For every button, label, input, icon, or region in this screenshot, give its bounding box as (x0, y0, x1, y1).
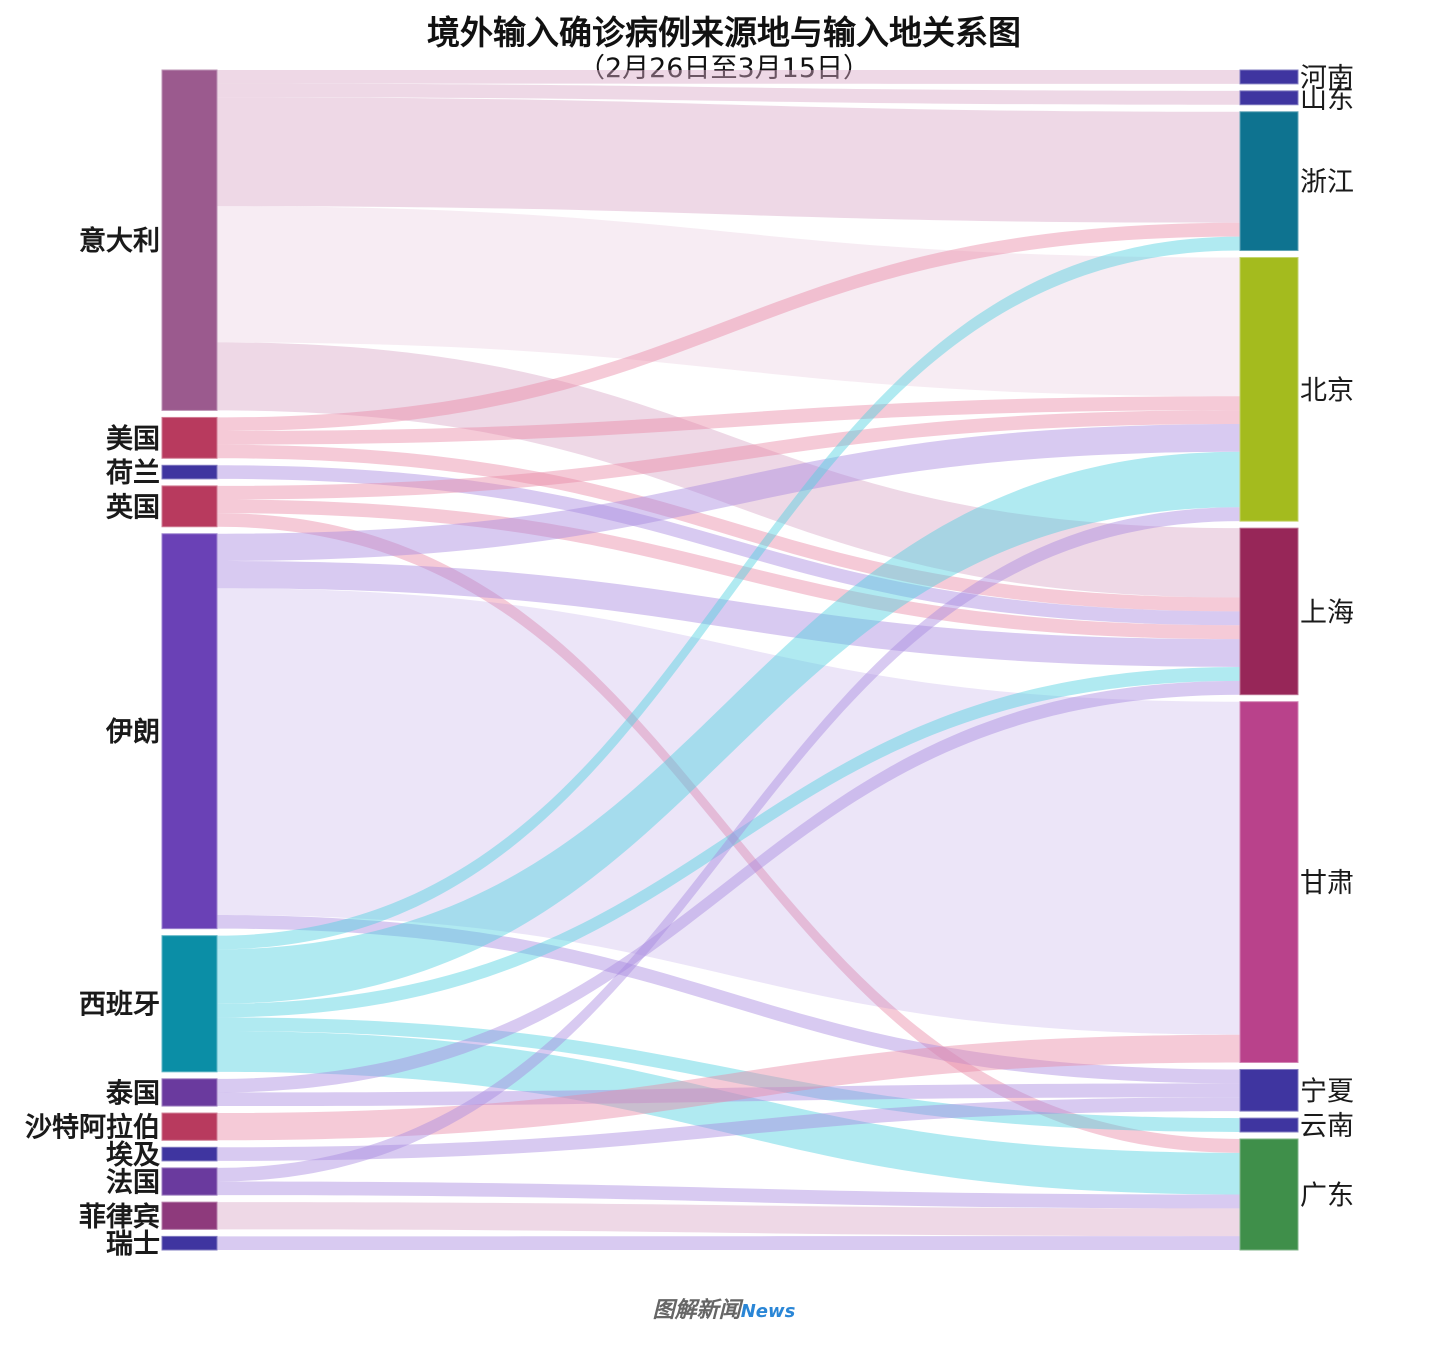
watermark-cn: 图解新闻 (652, 1298, 741, 1323)
flow-switzerland-guangdong (217, 1236, 1240, 1250)
label-usa: 美国 (106, 423, 160, 455)
flow-thailand-shanghai (217, 680, 1240, 1093)
label-spain: 西班牙 (79, 990, 160, 1021)
flow-iran-gansu (217, 588, 1240, 1035)
flow-uk-beijing (217, 410, 1240, 500)
node-yunnan (1239, 1117, 1299, 1133)
label-uk: 英国 (106, 492, 160, 523)
flow-usa-shanghai (217, 444, 1240, 612)
label-egypt: 埃及 (106, 1140, 160, 1171)
label-philippines: 菲律宾 (79, 1201, 160, 1233)
flow-saudi-gansu (217, 1034, 1240, 1141)
node-philippines (161, 1201, 218, 1230)
node-netherlands (161, 464, 218, 480)
flow-iran-shanghai (217, 560, 1240, 667)
flow-uk-shanghai (217, 499, 1240, 640)
label-shanghai: 上海 (1300, 597, 1354, 628)
flow-spain-beijing (217, 451, 1240, 1004)
flow-iran-ningxia (217, 915, 1240, 1084)
label-italy: 意大利 (79, 225, 160, 257)
node-saudi (161, 1112, 218, 1141)
watermark-logo: 图解新闻News (0, 1292, 1448, 1324)
label-zhejiang: 浙江 (1300, 167, 1354, 198)
flow-spain-zhejiang (217, 236, 1240, 950)
label-shandong: 山东 (1300, 84, 1354, 115)
label-netherlands: 荷兰 (106, 458, 160, 489)
flow-spain-guangdong (217, 1030, 1240, 1195)
flow-philippines-guangdong (217, 1202, 1240, 1237)
node-gansu (1239, 701, 1299, 1063)
node-zhejiang (1239, 111, 1299, 252)
node-usa (161, 416, 218, 459)
node-france (161, 1167, 218, 1196)
flow-france-guangdong (217, 1181, 1240, 1209)
node-uk (161, 485, 218, 528)
flow-spain-shanghai (217, 666, 1240, 1018)
label-beijing: 北京 (1300, 375, 1354, 406)
node-henan (1239, 69, 1299, 85)
chart-title: 境外输入确诊病例来源地与输入地关系图 (427, 13, 1021, 52)
label-france: 法国 (106, 1168, 160, 1199)
flow-links (217, 70, 1240, 1250)
label-guangdong: 广东 (1300, 1180, 1354, 1211)
node-iran (161, 533, 218, 930)
label-ningxia: 宁夏 (1300, 1076, 1354, 1107)
flow-uk-guangdong (217, 513, 1240, 1153)
flow-italy-zhejiang (217, 97, 1240, 223)
label-thailand: 泰国 (106, 1078, 160, 1109)
label-saudi: 沙特阿拉伯 (25, 1112, 160, 1144)
flow-italy-shandong (217, 83, 1240, 105)
flow-usa-beijing (217, 396, 1240, 445)
node-shandong (1239, 90, 1299, 106)
flow-thailand-ningxia (217, 1083, 1240, 1107)
label-iran: 伊朗 (105, 717, 160, 748)
node-spain (161, 935, 218, 1073)
watermark-en: News (740, 1301, 796, 1322)
label-gansu: 甘肃 (1300, 868, 1354, 899)
flow-spain-yunnan (217, 1017, 1240, 1132)
flow-italy-henan (217, 70, 1240, 84)
node-guangdong (1239, 1138, 1299, 1251)
node-shanghai (1239, 527, 1299, 696)
flow-egypt-ningxia (217, 1097, 1240, 1161)
label-henan: 河南 (1300, 63, 1354, 94)
node-beijing (1239, 257, 1299, 522)
node-egypt (161, 1146, 218, 1162)
flow-usa-zhejiang (217, 222, 1240, 432)
nodes (161, 69, 1299, 1251)
label-switzerland: 瑞士 (106, 1229, 160, 1260)
label-yunnan: 云南 (1300, 1111, 1354, 1142)
flow-italy-beijing (217, 206, 1240, 397)
node-ningxia (1239, 1068, 1299, 1112)
flow-netherlands-shanghai (217, 465, 1240, 626)
node-switzerland (161, 1235, 218, 1251)
node-thailand (161, 1078, 218, 1107)
flow-italy-shanghai (217, 342, 1240, 598)
chart-subtitle: （2月26日至3月15日） (577, 53, 871, 84)
flow-iran-beijing (217, 424, 1240, 561)
node-italy (161, 69, 218, 411)
flow-france-beijing (217, 507, 1240, 1182)
